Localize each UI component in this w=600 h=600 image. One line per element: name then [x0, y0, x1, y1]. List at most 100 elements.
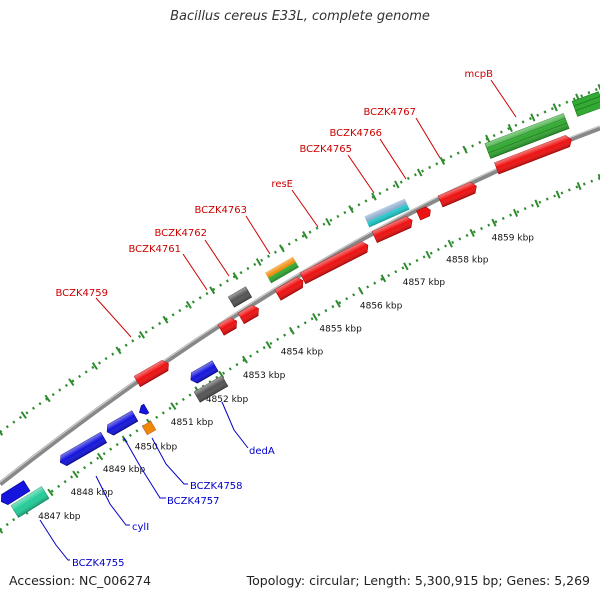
label-BCZK4763[interactable]: BCZK4763: [194, 205, 247, 216]
label-BCZK4766[interactable]: BCZK4766: [329, 128, 382, 139]
feature-mcpB-rna-2[interactable]: [571, 91, 600, 117]
outer-ring: [0, 83, 600, 436]
scale-label: 4859 kbp: [492, 234, 535, 244]
label-leaders: [39, 79, 517, 561]
leader-cylI: [95, 475, 130, 526]
feature-BCZK4762-gray[interactable]: [227, 286, 253, 308]
scale-tick: [491, 218, 497, 227]
feature-BCZK4763[interactable]: [274, 275, 306, 301]
scale-tick: [576, 181, 582, 191]
scale-tick: [469, 228, 475, 237]
outer-tick: [302, 231, 308, 239]
feature-BCZK4759[interactable]: [133, 358, 171, 388]
outer-tick: [20, 411, 27, 419]
outer-tick: [232, 272, 239, 280]
top-labels: BCZK4759 BCZK4761 BCZK4762 BCZK4763 resE…: [55, 69, 493, 299]
outer-tick: [68, 378, 75, 386]
scale-label: 4850 kbp: [135, 443, 178, 453]
scale-tick: [47, 488, 54, 497]
label-cylI[interactable]: cylI: [132, 522, 149, 533]
outer-tick: [371, 192, 377, 201]
outer-tick: [485, 134, 491, 143]
genome-summary-text: Topology: circular; Length: 5,300,915 bp…: [246, 573, 590, 588]
leader-BCZK4759: [95, 297, 132, 338]
label-BCZK4757[interactable]: BCZK4757: [167, 496, 220, 507]
label-BCZK4765[interactable]: BCZK4765: [299, 144, 352, 155]
scale-label: 4852 kbp: [206, 395, 249, 405]
feature-BCZK4762[interactable]: [237, 303, 261, 325]
label-resE[interactable]: resE: [271, 179, 293, 190]
outer-ticks: [0, 83, 600, 436]
leader-BCZK4757: [123, 437, 166, 499]
scale-tick: [597, 173, 600, 181]
scale-label: 4858 kbp: [446, 256, 489, 266]
feature-BCZK4754[interactable]: [0, 480, 31, 507]
feature-BCZK4761[interactable]: [217, 316, 240, 336]
map-title: Bacillus cereus E33L, complete genome: [170, 9, 430, 24]
outer-tick: [530, 113, 536, 122]
leader-BCZK4766: [379, 138, 407, 180]
scale-ring: 4847 kbp 4848 kbp 4849 kbp 4850 kbp 4851 kbp…: [0, 173, 600, 534]
scale-label: 4854 kbp: [281, 348, 324, 358]
feature-BCZK4763-rna[interactable]: [265, 256, 299, 284]
label-BCZK4767[interactable]: BCZK4767: [363, 107, 416, 118]
feature-resE[interactable]: [299, 240, 370, 285]
label-BCZK4761[interactable]: BCZK4761: [128, 244, 181, 255]
feature-BCZK4765[interactable]: [371, 215, 414, 244]
label-BCZK4762[interactable]: BCZK4762: [154, 228, 207, 239]
scale-labels: 4847 kbp 4848 kbp 4849 kbp 4850 kbp 4851 kbp…: [38, 234, 534, 522]
scale-tick: [555, 190, 561, 199]
outer-tick: [209, 286, 216, 295]
feature-dedA-blue[interactable]: [188, 360, 219, 385]
scale-tick: [335, 299, 341, 308]
feature-BCZK4758[interactable]: [141, 420, 157, 436]
outer-tick: [162, 315, 169, 324]
scale-label: 4853 kbp: [243, 371, 286, 381]
outer-tick: [394, 180, 400, 189]
scale-label: 4847 kbp: [38, 512, 81, 522]
leader-BCZK4761: [182, 253, 208, 291]
outer-tick: [279, 244, 285, 253]
feature-BCZK4766[interactable]: [416, 206, 432, 221]
genome-backbone: [0, 125, 600, 486]
scale-tick: [96, 452, 104, 461]
feature-mcpB-rna[interactable]: [484, 113, 570, 159]
scale-tick: [0, 528, 4, 534]
feature-mcpB[interactable]: [494, 134, 574, 175]
leader-resE: [291, 189, 319, 228]
outer-tick: [138, 330, 146, 339]
leader-BCZK4755: [39, 519, 70, 561]
feature-BCZK4755[interactable]: [10, 486, 50, 518]
scale-tick: [534, 199, 540, 208]
label-BCZK4759[interactable]: BCZK4759: [55, 288, 108, 299]
label-BCZK4758[interactable]: BCZK4758: [190, 481, 243, 492]
leader-dedA: [221, 401, 249, 449]
feature-cylI[interactable]: [57, 431, 108, 467]
outer-tick: [439, 156, 446, 165]
label-BCZK4755[interactable]: BCZK4755: [72, 558, 125, 569]
accession-text: Accession: NC_006274: [9, 573, 152, 588]
leader-BCZK4762: [204, 239, 230, 277]
outer-tick: [91, 362, 98, 370]
label-mcpB[interactable]: mcpB: [465, 69, 494, 80]
scale-label: 4849 kbp: [103, 465, 146, 475]
scale-label: 4856 kbp: [360, 301, 403, 311]
label-dedA[interactable]: dedA: [249, 446, 275, 457]
scale-tick: [447, 239, 453, 248]
feature-dedA[interactable]: [193, 375, 229, 403]
outer-tick: [416, 168, 423, 177]
feature-BCZK4767[interactable]: [437, 181, 479, 208]
scale-tick: [265, 341, 272, 349]
scale-tick: [241, 355, 248, 364]
leader-BCZK4763: [245, 215, 271, 255]
scale-tick: [312, 313, 318, 321]
outer-tick: [507, 123, 513, 132]
outer-tick: [44, 394, 51, 403]
scale-tick: [403, 262, 409, 271]
feature-BCZK4757-b[interactable]: [137, 403, 150, 417]
scale-tick: [425, 250, 431, 259]
feature-BCZK4757[interactable]: [104, 410, 139, 437]
scale-ticks: [0, 173, 600, 534]
feature-BCZK4765-rna[interactable]: [364, 198, 410, 228]
